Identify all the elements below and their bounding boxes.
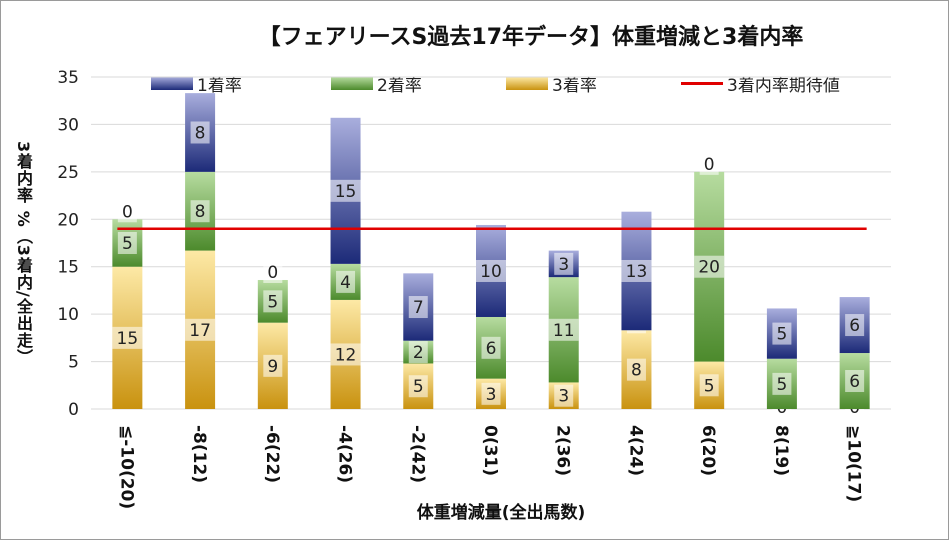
data-label-bg — [117, 200, 137, 223]
data-label-bg — [554, 384, 574, 407]
legend-label-1st: 1着率 — [197, 76, 242, 96]
data-label-bg — [408, 341, 428, 364]
x-tick-label: -8(12) — [189, 425, 209, 483]
data-label-bg — [117, 232, 137, 254]
data-label: 6 — [849, 372, 860, 392]
data-label-bg — [699, 152, 719, 175]
data-label: 12 — [335, 345, 357, 365]
x-axis-label: 体重増減量(全出馬数) — [416, 503, 586, 523]
data-label-bg — [263, 290, 283, 313]
legend-swatch-3rd — [506, 77, 548, 90]
y-tick-label: 20 — [57, 210, 79, 230]
x-tick-label: 8(19) — [771, 425, 791, 476]
data-label-bg — [845, 370, 865, 393]
data-label: 15 — [117, 329, 139, 349]
data-label: 0 — [704, 155, 715, 175]
data-label-bg — [772, 322, 792, 345]
data-label: 17 — [189, 321, 211, 341]
legend-line-expected — [681, 82, 723, 85]
data-label-bg — [112, 326, 143, 349]
data-label: 10 — [480, 262, 502, 282]
y-tick-label: 0 — [68, 400, 79, 420]
data-label: 5 — [413, 377, 424, 397]
data-label: 5 — [776, 375, 787, 395]
legend-item-1st: 1着率 — [151, 71, 242, 96]
legend-swatch-1st — [151, 77, 193, 90]
legend-swatch-2nd — [331, 77, 373, 90]
data-label: 3 — [486, 385, 497, 405]
data-label: 7 — [413, 298, 424, 318]
data-label: 8 — [631, 361, 642, 381]
data-label: 3 — [558, 387, 569, 407]
data-label-bg — [336, 270, 356, 293]
data-label: 5 — [122, 234, 133, 254]
data-label-bg — [185, 318, 216, 341]
data-label-bg — [694, 255, 725, 278]
data-label: 20 — [698, 258, 720, 278]
data-label: 5 — [704, 376, 715, 396]
data-label: 8 — [195, 202, 206, 222]
data-label-bg — [330, 343, 361, 366]
x-tick-label: -6(22) — [262, 425, 282, 483]
data-label-bg — [330, 179, 361, 202]
data-label-bg — [263, 354, 283, 377]
chart-title: 【フェアリースS過去17年データ】体重増減と3着内率 — [258, 25, 804, 50]
y-tick-label: 5 — [68, 353, 79, 373]
data-label-bg — [408, 296, 428, 319]
data-label-bg — [548, 318, 579, 341]
y-tick-label: 35 — [57, 68, 79, 88]
x-tick-label: 0(31) — [480, 425, 500, 476]
data-label: 15 — [335, 182, 357, 202]
y-tick-label: 10 — [57, 305, 79, 325]
legend-item-3rd: 3着率 — [506, 71, 597, 96]
legend-item-2nd: 2着率 — [331, 71, 422, 96]
data-label-bg — [190, 121, 210, 144]
data-label: 6 — [486, 339, 497, 359]
data-label: 0 — [267, 263, 278, 283]
data-label: 3 — [558, 255, 569, 275]
x-tick-label: 2(36) — [553, 425, 573, 476]
x-tick-label: 6(20) — [698, 425, 718, 476]
data-label: 11 — [553, 321, 575, 341]
x-tick-label: ≦-10(20) — [116, 425, 136, 509]
data-label: 6 — [849, 316, 860, 336]
x-tick-label: ≧10(17) — [844, 425, 864, 502]
x-tick-label: -4(26) — [335, 425, 355, 483]
data-label: 9 — [267, 357, 278, 377]
data-label: 13 — [626, 262, 648, 282]
data-label: 8 — [195, 123, 206, 143]
y-tick-label: 30 — [57, 115, 79, 135]
data-label-bg — [554, 252, 574, 275]
data-label: 2 — [413, 343, 424, 363]
data-label-bg — [190, 200, 210, 223]
data-label: 4 — [340, 273, 351, 293]
data-label-bg — [481, 336, 501, 359]
y-axis-label: 3着内率 %（3着内/全出走） — [14, 141, 33, 366]
legend: 1着率 2着率 3着率 3着内率期待値 — [151, 71, 891, 97]
legend-label-expected: 3着内率期待値 — [727, 76, 840, 96]
data-label: 5 — [776, 325, 787, 345]
y-tick-label: 15 — [57, 258, 79, 278]
data-label: 0 — [122, 202, 133, 222]
data-label-bg — [481, 382, 501, 405]
x-tick-label: 4(24) — [625, 425, 645, 476]
data-label-bg — [621, 259, 652, 282]
data-label-bg — [845, 314, 865, 337]
data-label: 5 — [267, 292, 278, 312]
data-label-bg — [263, 260, 283, 283]
data-label-bg — [408, 375, 428, 398]
legend-label-2nd: 2着率 — [377, 76, 422, 96]
data-label-bg — [626, 358, 646, 381]
data-label-bg — [699, 374, 719, 397]
y-tick-label: 25 — [57, 163, 79, 183]
x-tick-label: -2(42) — [407, 425, 427, 483]
data-label-bg — [476, 259, 506, 282]
legend-item-expected: 3着内率期待値 — [681, 71, 840, 96]
data-label-bg — [772, 372, 792, 395]
legend-label-3rd: 3着率 — [552, 76, 597, 96]
